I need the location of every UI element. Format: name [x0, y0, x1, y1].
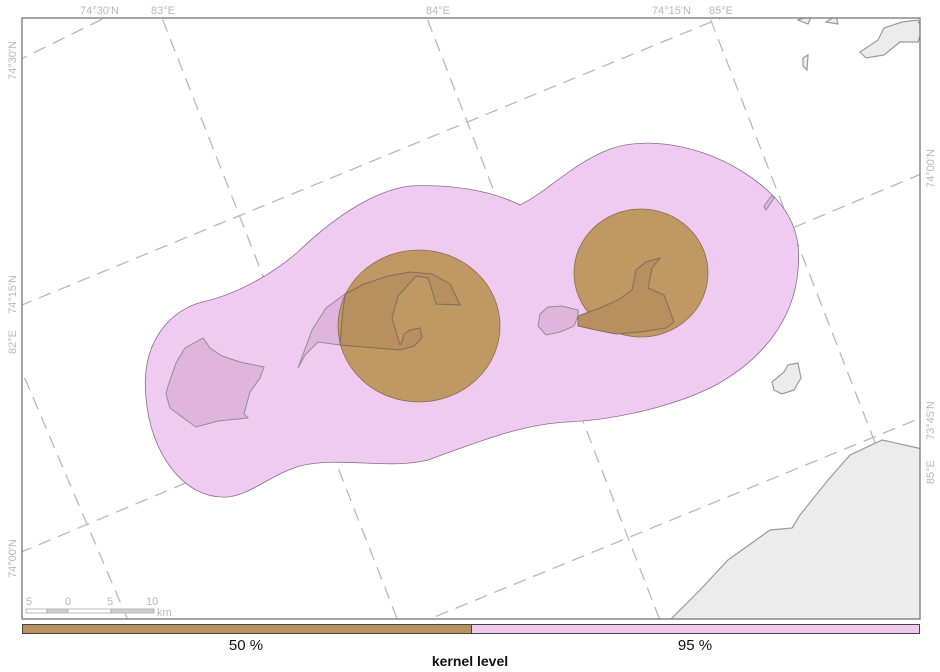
scale-bar-segment-3: [67, 608, 112, 614]
scale-tick-4: 10: [146, 596, 158, 608]
scale-bar-segment-4: [110, 608, 155, 614]
mainland-coast: [670, 439, 920, 619]
island-central-core: [339, 271, 461, 351]
land-masses: [670, 18, 920, 619]
island-northeast-tiny: [824, 18, 839, 25]
scale-tick-2: 0: [65, 596, 71, 608]
island-west: [165, 337, 265, 428]
legend-title: kernel level: [431, 653, 509, 669]
coord-label-top-4: 74°15'N: [652, 5, 691, 17]
legend-label-50: 50 %: [228, 637, 264, 654]
island-northeast-small: [796, 18, 812, 25]
coord-label-left-2: 74°15'N: [7, 275, 19, 314]
island-east-core: [577, 257, 675, 335]
graticule-labels-left: 74°30'N 74°15'N 82°E 74°00'N: [7, 41, 19, 578]
coord-label-top-2: 83°E: [151, 5, 175, 17]
islands-in-kernel-50: [339, 257, 675, 351]
coord-label-left-3: 82°E: [7, 330, 19, 354]
coord-label-top-1: 74°30'N: [80, 5, 119, 17]
scale-bar: 5 0 5 10 km: [25, 596, 172, 619]
legend-label-95: 95 %: [677, 637, 713, 654]
scale-tick-1: 5: [26, 596, 32, 608]
scale-bar-segment-2: [46, 608, 69, 614]
island-northeast-large: [859, 19, 920, 59]
island-east-sliver: [763, 194, 775, 211]
coord-label-left-1: 74°30'N: [7, 41, 19, 80]
graticule-labels-right: 74°00'N 73°45'N 85°E: [925, 149, 937, 484]
coord-label-right-3: 85°E: [925, 460, 937, 484]
map-frame: [21, 17, 921, 620]
coord-label-right-1: 74°00'N: [925, 149, 937, 188]
coord-label-top-3: 84°E: [426, 5, 450, 17]
scale-bar-segment-1: [25, 608, 48, 614]
legend-swatch-95: [471, 624, 920, 634]
island-east: [771, 362, 802, 395]
coord-label-right-2: 73°45'N: [925, 401, 937, 440]
coord-label-top-5: 85°E: [709, 5, 733, 17]
scale-tick-3: 5: [107, 596, 113, 608]
graticule-labels-top: 74°30'N 83°E 84°E 74°15'N 85°E: [80, 5, 733, 17]
coord-label-left-4: 74°00'N: [7, 539, 19, 578]
island-north-speck: [802, 53, 809, 72]
scale-unit: km: [157, 607, 172, 619]
island-east-spit: [537, 305, 579, 336]
legend-swatch-50: [22, 624, 472, 634]
